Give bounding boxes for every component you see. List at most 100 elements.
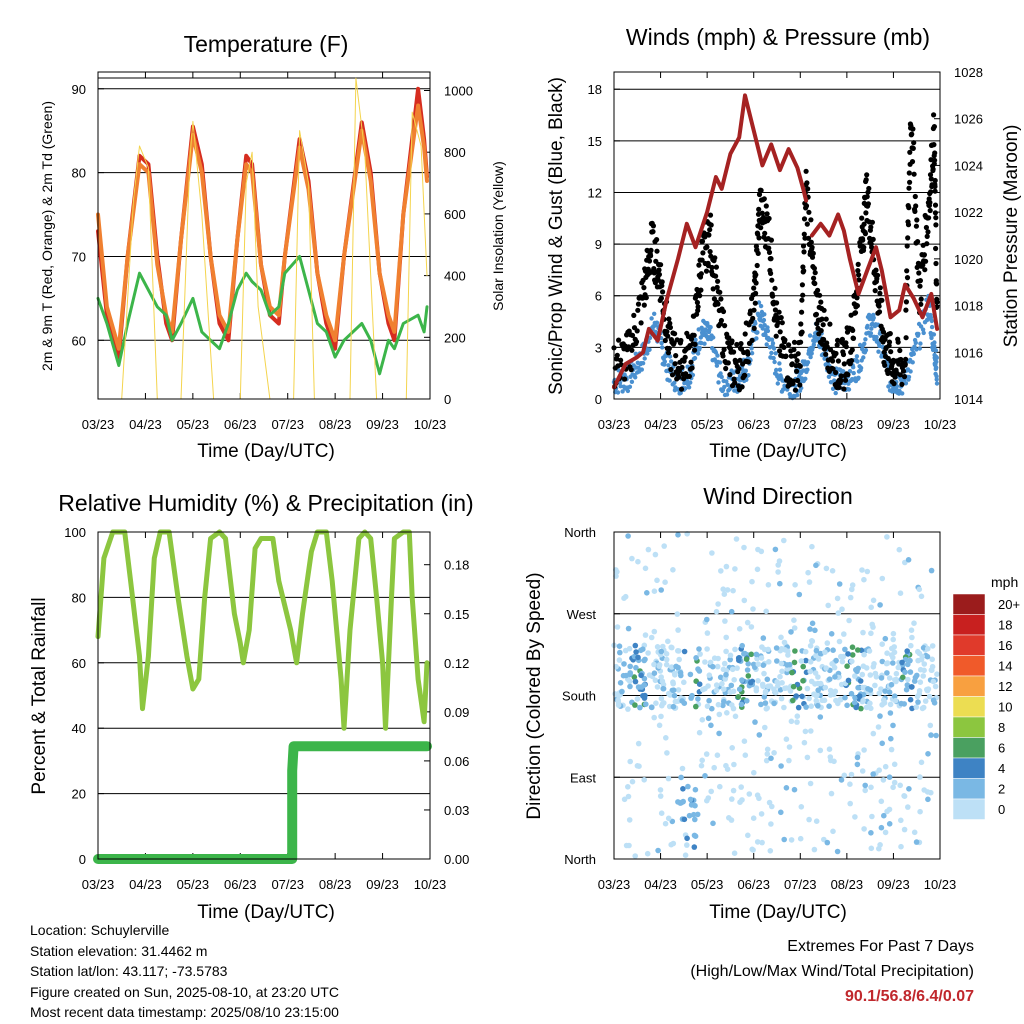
figure-created: Figure created on Sun, 2025-08-10, at 23… bbox=[30, 983, 339, 1000]
winds-series-gust-point bbox=[664, 329, 670, 335]
direction-point bbox=[811, 846, 818, 853]
winds-title: Winds (mph) & Pressure (mb) bbox=[626, 24, 930, 50]
direction-point bbox=[889, 645, 895, 652]
direction-xtick-label: 10/23 bbox=[924, 877, 957, 892]
winds-series-gust-point bbox=[737, 357, 743, 363]
winds-series-wind-point bbox=[929, 318, 934, 324]
direction-point bbox=[817, 747, 824, 754]
direction-point bbox=[629, 778, 636, 785]
direction-point bbox=[758, 655, 765, 661]
winds-series-gust-point bbox=[915, 239, 921, 245]
direction-point bbox=[627, 683, 633, 690]
winds-series-wind-point bbox=[746, 373, 751, 378]
winds-series-gust-point bbox=[774, 300, 780, 306]
direction-point bbox=[798, 658, 805, 664]
winds-series-gust-point bbox=[646, 258, 653, 264]
direction-point bbox=[891, 779, 898, 786]
direction-point bbox=[804, 754, 811, 761]
colorbar-label: 18 bbox=[998, 618, 1012, 633]
winds-series-gust-point bbox=[830, 358, 836, 364]
winds-series-gust-point bbox=[824, 340, 830, 346]
direction-point bbox=[788, 629, 794, 635]
direction-point bbox=[817, 650, 824, 657]
direction-point bbox=[917, 808, 923, 815]
direction-ylabel: Direction (Colored By Speed) bbox=[524, 572, 545, 819]
direction-point bbox=[704, 703, 711, 709]
winds-series-wind-point bbox=[755, 330, 760, 335]
winds-series-gust-point bbox=[775, 320, 781, 326]
direction-point bbox=[925, 751, 931, 757]
humidity-ytick-label: 80 bbox=[72, 590, 86, 605]
direction-point bbox=[867, 700, 873, 707]
direction-point bbox=[817, 714, 824, 720]
direction-point bbox=[852, 814, 858, 820]
extremes-values: 90.1/56.8/6.4/0.07 bbox=[845, 988, 974, 1005]
direction-point bbox=[801, 739, 808, 746]
direction-point bbox=[798, 804, 805, 810]
colorbar-swatch bbox=[952, 757, 986, 779]
direction-point bbox=[617, 680, 624, 686]
direction-point bbox=[743, 656, 750, 662]
direction-point bbox=[731, 677, 737, 683]
direction-point bbox=[646, 672, 653, 678]
winds-series-gust-point bbox=[804, 180, 810, 186]
direction-point bbox=[662, 820, 669, 827]
direction-point bbox=[855, 684, 861, 691]
direction-point bbox=[709, 705, 715, 712]
winds-series-gust-point bbox=[777, 329, 783, 335]
winds-series-gust-point bbox=[887, 331, 893, 337]
direction-point bbox=[879, 702, 885, 708]
winds-series-gust-point bbox=[811, 265, 818, 271]
direction-point bbox=[652, 677, 659, 684]
winds-series-wind-point bbox=[934, 365, 939, 370]
winds-series-wind-point bbox=[847, 369, 853, 374]
direction-point bbox=[917, 679, 924, 685]
recent-timestamp: Most recent data timestamp: 2025/08/10 2… bbox=[30, 1004, 339, 1021]
winds-series-gust-point bbox=[907, 179, 913, 185]
winds-series-gust-point bbox=[635, 301, 642, 307]
winds-series-wind-point bbox=[647, 347, 652, 352]
colorbar-label: 20+ bbox=[998, 597, 1020, 612]
winds-series-gust-point bbox=[876, 309, 883, 315]
winds-series-gust-point bbox=[713, 264, 720, 270]
winds-series-gust-point bbox=[815, 287, 821, 293]
direction-point bbox=[925, 796, 931, 803]
direction-point bbox=[728, 682, 735, 689]
direction-point bbox=[806, 695, 812, 702]
direction-point bbox=[658, 674, 664, 680]
winds-series-gust-point bbox=[723, 365, 729, 372]
winds-series-gust-point bbox=[922, 267, 928, 273]
humidity-ytick-label: 100 bbox=[64, 525, 86, 540]
winds-series-gust-point bbox=[643, 295, 649, 301]
direction-point bbox=[762, 700, 769, 706]
direction-xtick-label: 05/23 bbox=[691, 877, 724, 892]
direction-point bbox=[896, 546, 903, 553]
winds-series-wind-point bbox=[774, 367, 779, 373]
winds-series-gust-point bbox=[714, 284, 720, 290]
station-info: Location: Schuylerville Station elevatio… bbox=[30, 920, 339, 1023]
humidity-xtick-label: 09/23 bbox=[366, 877, 399, 892]
direction-point bbox=[619, 688, 625, 695]
direction-point bbox=[807, 659, 814, 665]
winds-series-gust-point bbox=[823, 316, 829, 322]
colorbar-swatch bbox=[952, 737, 986, 759]
direction-point bbox=[788, 718, 795, 725]
direction-point bbox=[908, 642, 914, 649]
winds-series-gust-point bbox=[897, 347, 903, 354]
winds-series-gust-point bbox=[753, 272, 759, 278]
direction-point bbox=[795, 704, 802, 711]
direction-point bbox=[826, 703, 832, 709]
direction-point bbox=[790, 697, 796, 704]
winds-series-wind-point bbox=[920, 327, 926, 332]
winds-series-gust-point bbox=[905, 222, 912, 228]
direction-point bbox=[863, 665, 870, 671]
winds-series-gust-point bbox=[927, 199, 933, 206]
winds-series-wind-point bbox=[830, 386, 836, 391]
winds-series-gust-point bbox=[688, 336, 695, 342]
winds-series-gust-point bbox=[695, 304, 701, 310]
direction-panel: Wind Direction Time (Day/UTC) Direction (C… bbox=[524, 483, 1020, 923]
humidity-ytick-right-label: 0.00 bbox=[444, 852, 469, 867]
winds-series-wind-point bbox=[773, 351, 778, 356]
winds-series-wind-point bbox=[900, 391, 905, 396]
direction-point bbox=[807, 780, 814, 787]
